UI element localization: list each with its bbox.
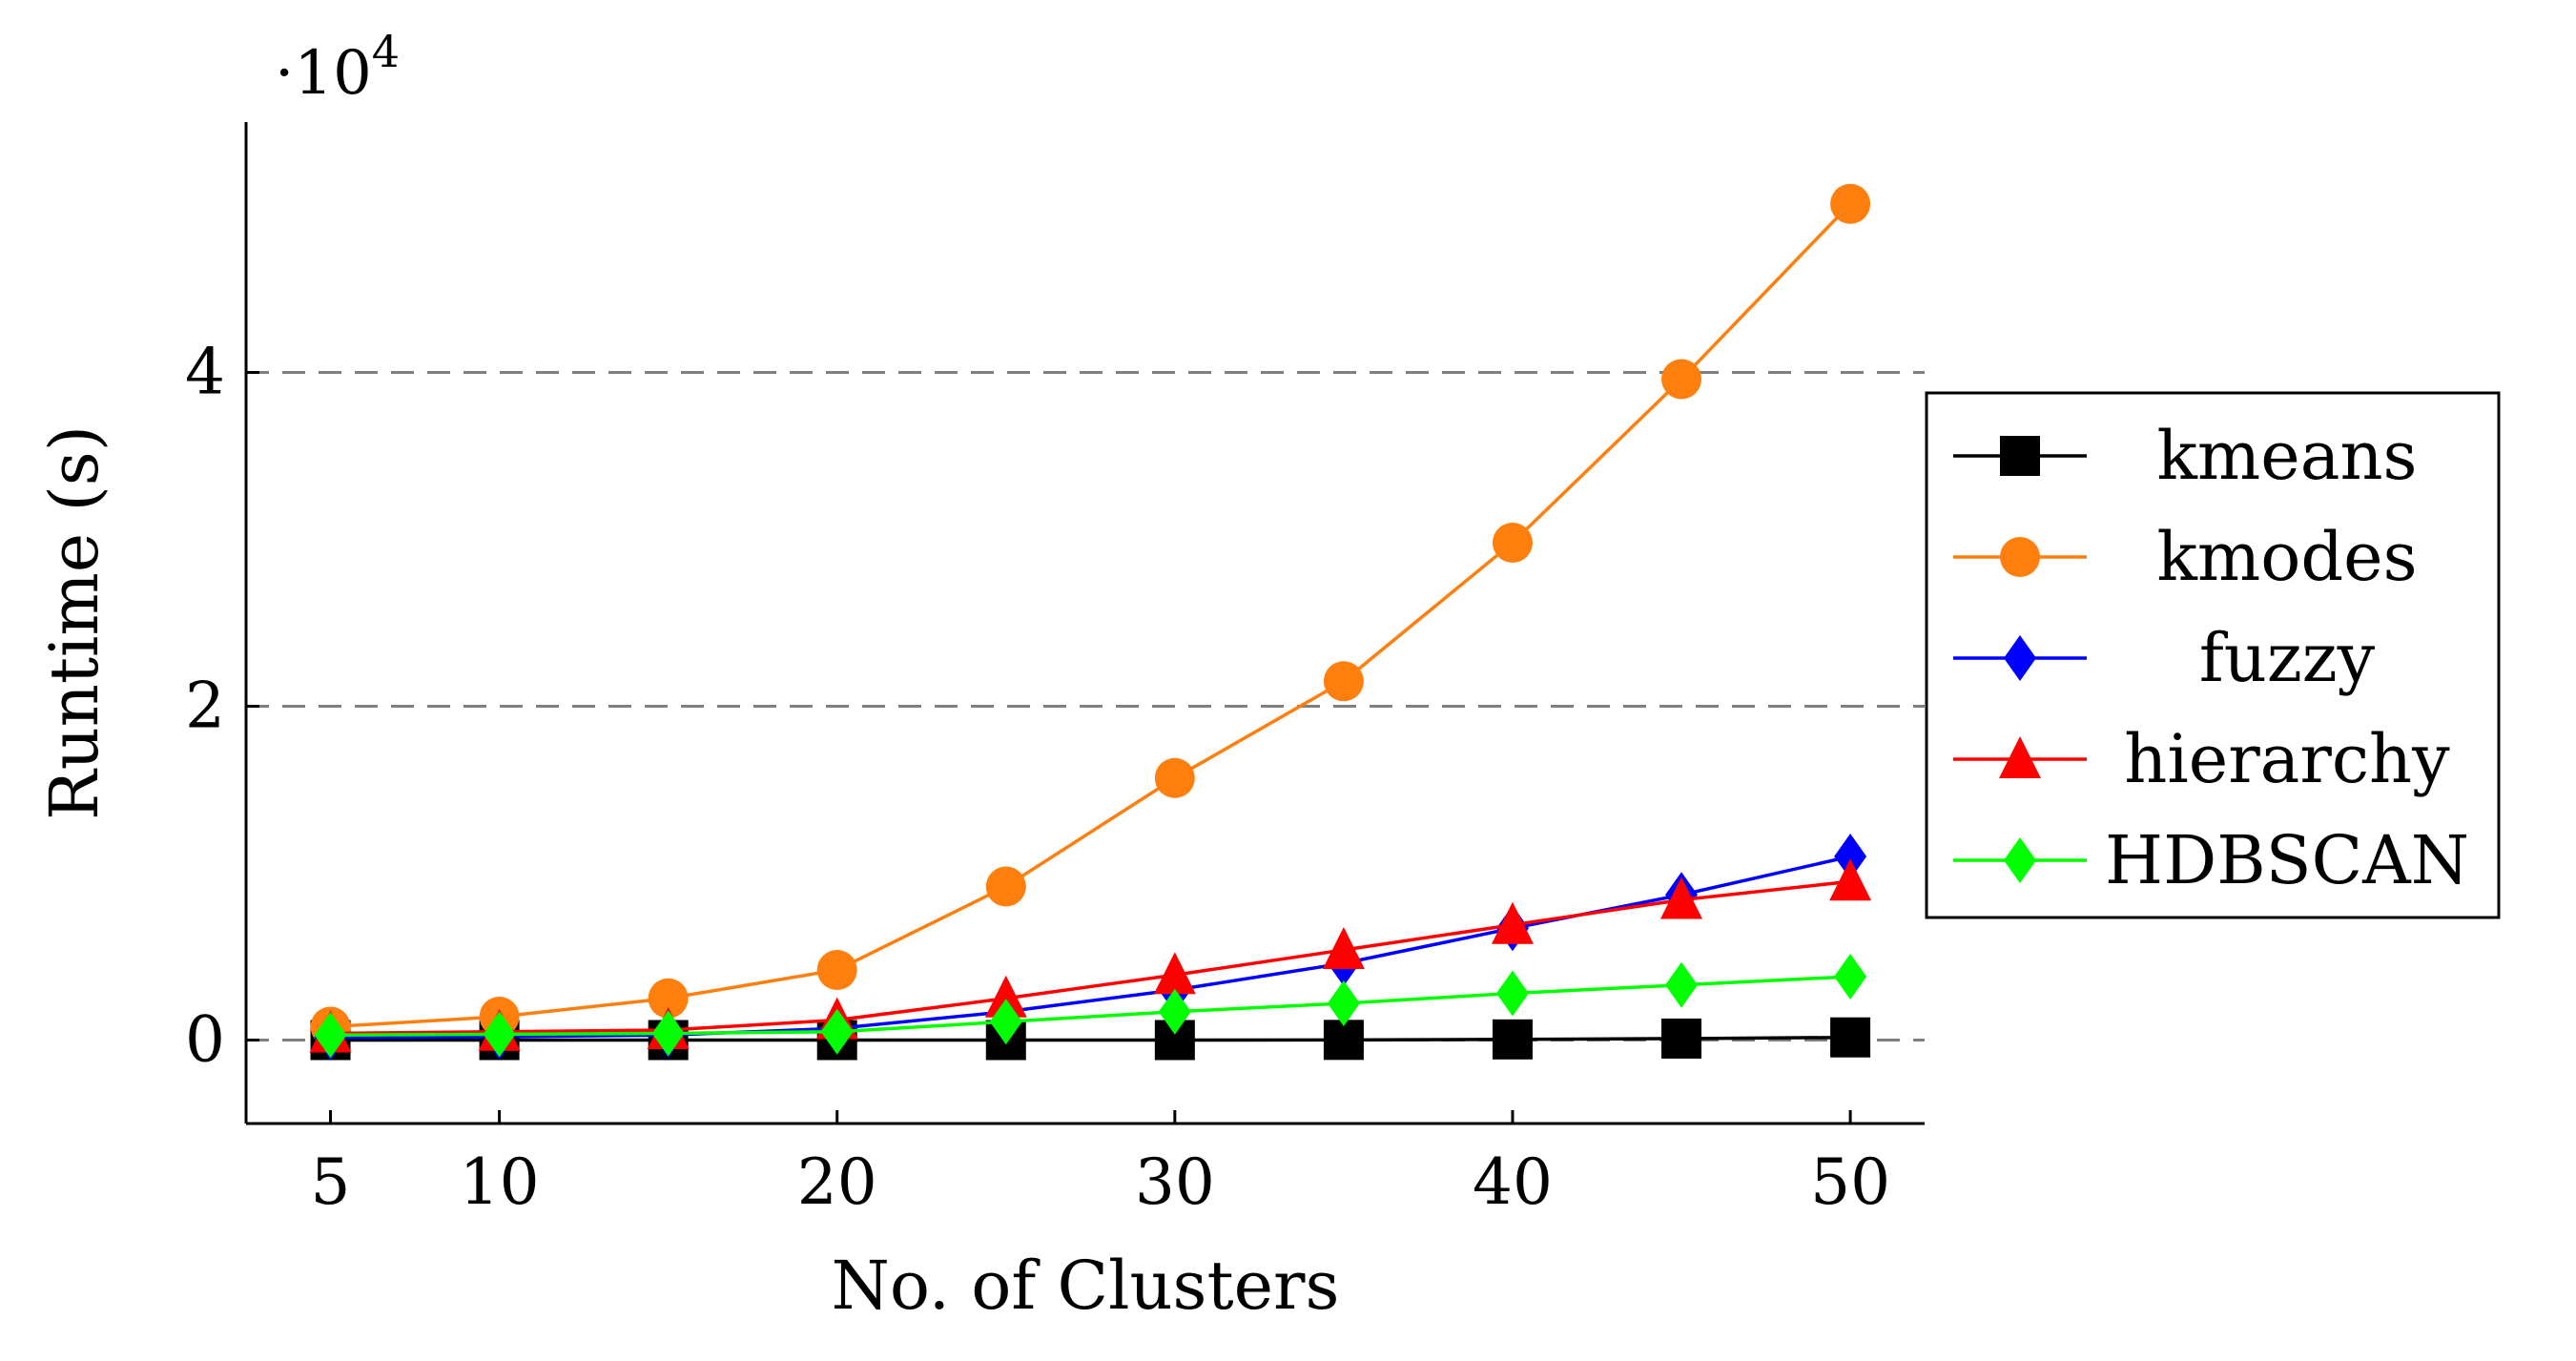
data-point-hdbscan (1158, 988, 1191, 1035)
series-line-kmodes (330, 202, 1852, 1029)
data-point-kmeans (1830, 1017, 1871, 1058)
legend-swatch-marker (1999, 736, 2041, 778)
legend-entry-kmodes: kmodes (1953, 518, 2418, 596)
data-point-kmodes (1661, 359, 1702, 400)
y-multiplier-exponent: 4 (372, 26, 400, 77)
data-point-hdbscan (314, 1012, 347, 1059)
legend-label: fuzzy (2199, 619, 2376, 697)
data-point-kmeans (1492, 1019, 1533, 1060)
series-hierarchy (309, 858, 1872, 1053)
data-point-kmeans (1661, 1018, 1702, 1059)
y-tick-label: 4 (185, 336, 225, 409)
y-tick-label: 2 (185, 670, 225, 743)
data-point-hierarchy (1491, 901, 1534, 944)
data-point-kmodes (1154, 757, 1195, 798)
y-tick-label: 0 (185, 1003, 225, 1077)
data-point-hierarchy (1660, 876, 1703, 919)
data-point-kmodes (1492, 523, 1533, 563)
data-point-fuzzy (1834, 834, 1867, 879)
data-point-kmodes (1830, 183, 1871, 224)
series-line-hierarchy (330, 879, 1851, 1036)
x-axis-title: No. of Clusters (832, 1247, 1340, 1325)
legend: kmeans kmodes fuzzy hierarchy HDBSCAN (1925, 391, 2501, 919)
y-axis-multiplier: ·104 (275, 26, 400, 109)
data-point-hdbscan (1327, 980, 1360, 1026)
legend-entry-hierarchy: hierarchy (1953, 720, 2450, 798)
y-multiplier-base: ·10 (275, 38, 372, 109)
legend-swatch-marker (2004, 635, 2036, 681)
legend-label: kmodes (2156, 518, 2417, 596)
x-tick-label: 40 (1473, 1145, 1553, 1219)
data-point-hdbscan (1665, 961, 1699, 1008)
data-point-hdbscan (483, 1011, 516, 1058)
legend-swatch-marker (2000, 436, 2040, 476)
data-point-hdbscan (651, 1010, 685, 1057)
data-point-hdbscan (989, 999, 1022, 1045)
series-layer (309, 183, 1872, 1061)
data-point-kmeans (1323, 1020, 1364, 1061)
y-axis-title: Runtime (s) (35, 425, 113, 820)
series-kmeans (310, 1017, 1871, 1061)
legend-entry-hdbscan: HDBSCAN (1953, 821, 2469, 899)
x-tick-label: 10 (460, 1145, 540, 1219)
x-tick-label: 5 (311, 1145, 351, 1219)
x-tick-label: 50 (1810, 1145, 1890, 1219)
axes-layer (244, 122, 1925, 1125)
data-point-hdbscan (1834, 954, 1867, 1000)
legend-entry-fuzzy: fuzzy (1953, 619, 2376, 697)
data-point-hierarchy (984, 975, 1027, 1018)
legend-label: hierarchy (2124, 720, 2450, 798)
legend-entry-kmeans: kmeans (1953, 417, 2417, 495)
data-point-kmodes (648, 978, 689, 1019)
data-point-hierarchy (1322, 927, 1365, 969)
legend-label: kmeans (2157, 417, 2418, 495)
legend-swatch-marker (2004, 837, 2036, 883)
data-point-hdbscan (820, 1008, 854, 1055)
data-point-kmodes (985, 866, 1026, 907)
x-tick-label: 20 (797, 1145, 877, 1219)
legend-label: HDBSCAN (2105, 821, 2469, 899)
series-fuzzy (314, 834, 1867, 1061)
series-line-hdbscan (330, 975, 1851, 1037)
data-point-hierarchy (1829, 858, 1872, 901)
data-point-kmodes (816, 950, 857, 990)
grid-layer (246, 371, 1925, 1041)
legend-swatch-marker (2000, 537, 2040, 577)
ticks-layer: 0 2 4 5 10 20 30 40 50 (185, 336, 1890, 1220)
legend-entries: kmeans kmodes fuzzy hierarchy HDBSCAN (1953, 417, 2469, 899)
data-point-hdbscan (1495, 970, 1529, 1017)
series-kmodes (310, 183, 1871, 1047)
series-line-kmeans (330, 1035, 1851, 1042)
x-tick-label: 30 (1135, 1145, 1215, 1219)
data-point-kmodes (1323, 661, 1364, 702)
series-hdbscan (314, 954, 1867, 1059)
data-point-hierarchy (1153, 952, 1196, 995)
